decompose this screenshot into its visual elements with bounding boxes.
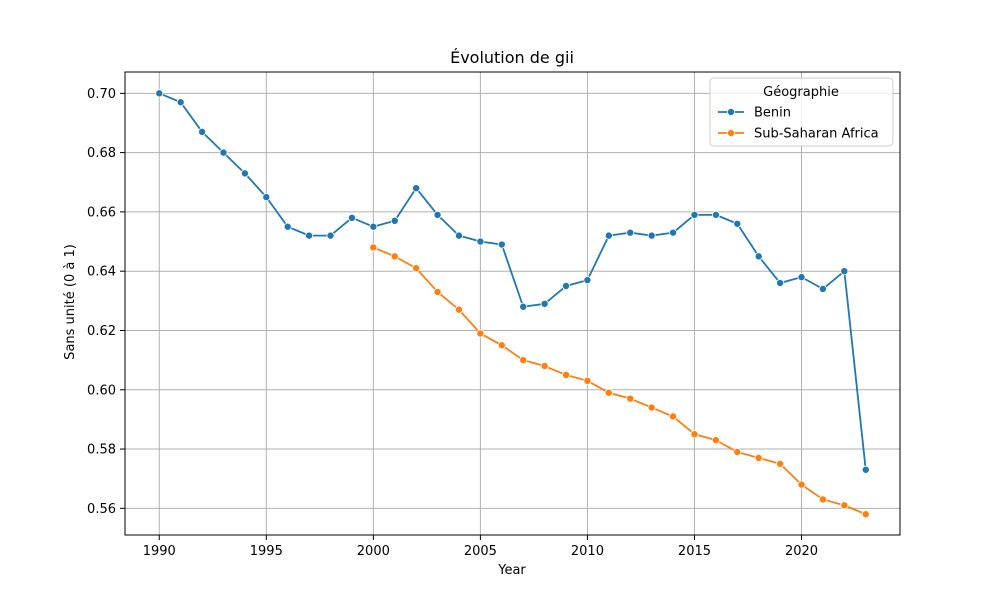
x-tick-label: 1990: [143, 544, 176, 559]
data-point-sub-saharan-africa: [497, 341, 506, 350]
data-point-sub-saharan-africa: [690, 430, 699, 439]
gridlines: [125, 72, 900, 535]
data-point-benin: [476, 237, 485, 246]
y-tick-label: 0.64: [87, 265, 116, 280]
y-tick-label: 0.56: [87, 502, 116, 517]
data-point-benin: [198, 127, 207, 136]
data-point-benin: [647, 231, 656, 240]
y-tick-label: 0.62: [87, 324, 116, 339]
x-axis-label: Year: [497, 563, 526, 578]
data-point-benin: [754, 252, 763, 261]
chart-title: Évolution de gii: [450, 48, 574, 67]
series-line-sub-saharan-africa: [372, 246, 867, 516]
data-point-sub-saharan-africa: [733, 448, 742, 457]
y-tick-label: 0.68: [87, 146, 116, 161]
data-point-benin: [497, 240, 506, 249]
legend-frame: [709, 77, 894, 147]
data-point-sub-saharan-africa: [390, 252, 399, 261]
data-point-benin: [390, 216, 399, 225]
data-point-sub-saharan-africa: [861, 510, 870, 519]
data-point-benin: [219, 148, 228, 157]
data-point-benin: [604, 231, 613, 240]
data-point-benin: [540, 299, 549, 308]
series-line-benin: [158, 92, 867, 470]
legend-marker-sub-saharan-africa: [727, 128, 736, 137]
x-tick-label: 1995: [250, 544, 283, 559]
x-tick-label: 2020: [785, 544, 818, 559]
data-point-benin: [690, 210, 699, 219]
data-point-benin: [711, 210, 720, 219]
data-point-sub-saharan-africa: [562, 370, 571, 379]
data-point-sub-saharan-africa: [626, 394, 635, 403]
series-layer: [155, 89, 870, 519]
data-point-benin: [412, 184, 421, 193]
y-tick-label: 0.70: [87, 87, 116, 102]
data-point-sub-saharan-africa: [412, 264, 421, 273]
data-point-sub-saharan-africa: [776, 459, 785, 468]
data-point-benin: [776, 279, 785, 288]
data-point-benin: [519, 302, 528, 311]
x-tick-label: 2010: [571, 544, 604, 559]
legend-label-sub-saharan-africa: Sub-Saharan Africa: [754, 127, 879, 142]
data-point-benin: [669, 228, 678, 237]
data-point-sub-saharan-africa: [711, 436, 720, 445]
y-axis-label: Sans unité (0 à 1): [63, 244, 78, 360]
data-point-benin: [369, 222, 378, 231]
data-point-benin: [840, 267, 849, 276]
data-point-benin: [733, 219, 742, 228]
data-point-benin: [305, 231, 314, 240]
data-point-sub-saharan-africa: [519, 356, 528, 365]
legend-marker-benin: [727, 108, 736, 117]
y-tick-label: 0.58: [87, 443, 116, 458]
data-point-sub-saharan-africa: [647, 403, 656, 412]
data-point-sub-saharan-africa: [583, 376, 592, 385]
data-point-sub-saharan-africa: [754, 453, 763, 462]
data-point-benin: [454, 231, 463, 240]
data-point-benin: [240, 169, 249, 178]
x-tick-label: 2000: [357, 544, 390, 559]
data-point-benin: [861, 465, 870, 474]
data-point-sub-saharan-africa: [818, 495, 827, 504]
legend-title: Géographie: [763, 85, 839, 100]
data-point-sub-saharan-africa: [604, 388, 613, 397]
y-tick-label: 0.60: [87, 383, 116, 398]
data-point-sub-saharan-africa: [840, 501, 849, 510]
legend: Géographie Benin Sub-Saharan Africa: [709, 77, 894, 147]
data-point-sub-saharan-africa: [797, 480, 806, 489]
plot-frame: [124, 71, 901, 536]
legend-label-benin: Benin: [754, 106, 791, 121]
data-point-sub-saharan-africa: [540, 362, 549, 371]
x-tick-label: 2015: [678, 544, 711, 559]
data-point-benin: [797, 273, 806, 282]
data-point-benin: [818, 284, 827, 293]
data-point-sub-saharan-africa: [369, 243, 378, 252]
data-point-benin: [155, 89, 164, 98]
data-point-benin: [326, 231, 335, 240]
data-point-benin: [626, 228, 635, 237]
axes: 1990 1995 2000 2005 2010 2015 2020 0.56 0.58 0.60…: [87, 71, 901, 559]
data-point-benin: [262, 193, 271, 202]
data-point-sub-saharan-africa: [669, 412, 678, 421]
x-tick-label: 2005: [464, 544, 497, 559]
data-point-benin: [433, 210, 442, 219]
data-point-benin: [583, 276, 592, 285]
data-point-benin: [176, 98, 185, 107]
data-point-benin: [347, 213, 356, 222]
data-point-sub-saharan-africa: [433, 287, 442, 296]
data-point-benin: [283, 222, 292, 231]
data-point-benin: [562, 282, 571, 291]
data-point-sub-saharan-africa: [454, 305, 463, 314]
data-point-sub-saharan-africa: [476, 329, 485, 338]
y-tick-label: 0.66: [87, 205, 116, 220]
